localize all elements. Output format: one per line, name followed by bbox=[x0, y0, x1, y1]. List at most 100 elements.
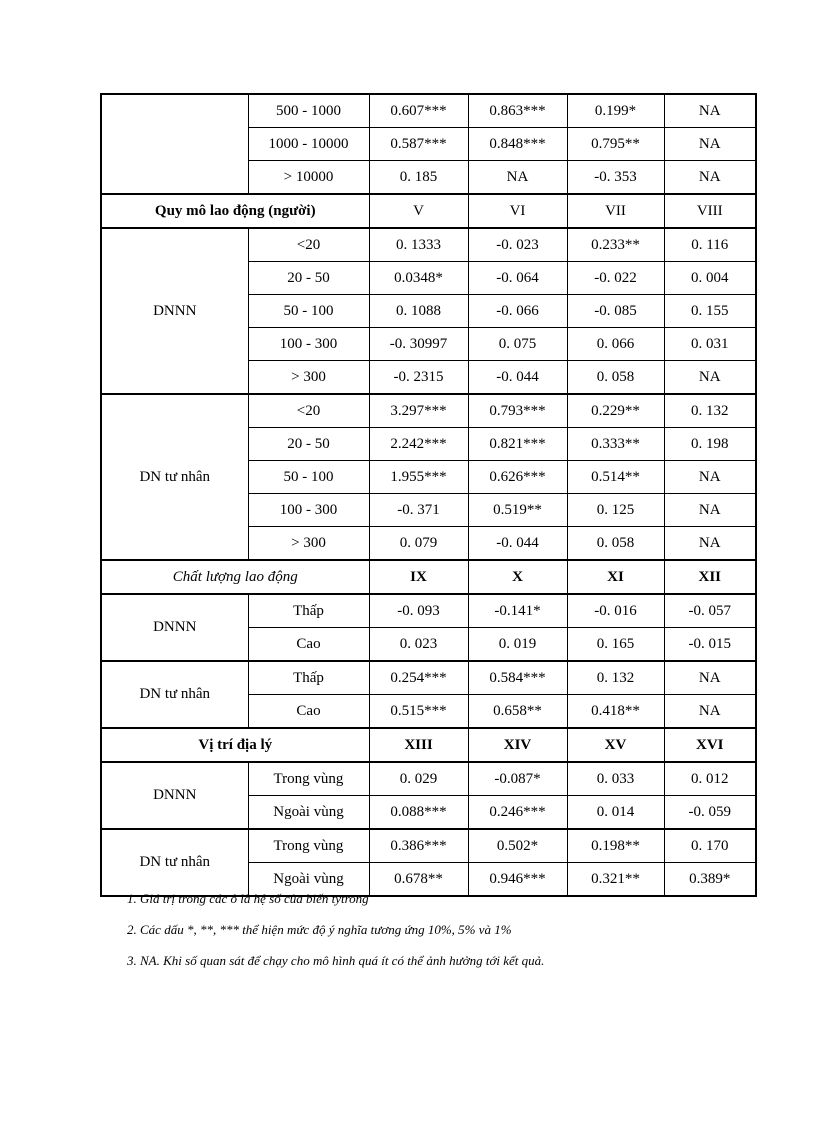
value-cell: 0.233** bbox=[566, 227, 665, 262]
value-cell: 0. 004 bbox=[663, 261, 757, 295]
section-header-row: Quy mô lao động (người) V VI VII VIII bbox=[100, 193, 757, 229]
value-cell: 0.607*** bbox=[368, 93, 469, 128]
value-cell: 0. 079 bbox=[368, 526, 469, 561]
value-cell: NA bbox=[663, 694, 757, 729]
column-header: VII bbox=[566, 193, 665, 229]
results-table: 500 - 1000 0.607*** 0.863*** 0.199* NA 1000 -… bbox=[100, 93, 757, 897]
group-label: DN tư nhân bbox=[100, 828, 249, 897]
value-cell: 0.863*** bbox=[467, 93, 568, 128]
value-cell: 1.955*** bbox=[368, 460, 469, 494]
value-cell: 3.297*** bbox=[368, 393, 469, 428]
row-label: Thấp bbox=[247, 593, 370, 628]
value-cell: 0. 170 bbox=[663, 828, 757, 863]
value-cell: 0.386*** bbox=[368, 828, 469, 863]
value-cell: NA bbox=[663, 526, 757, 561]
table-row: > 10000 0. 185 NA -0. 353 NA bbox=[101, 160, 757, 195]
section-title: Vị trí địa lý bbox=[100, 727, 370, 763]
value-cell: 0. 165 bbox=[566, 627, 665, 662]
value-cell: 0.321** bbox=[566, 862, 665, 897]
table-row: 500 - 1000 0.607*** 0.863*** 0.199* NA bbox=[100, 93, 757, 195]
value-cell: 0. 066 bbox=[566, 327, 665, 361]
table-row: DN tư nhân Trong vùng 0.386*** 0.502* 0.198*… bbox=[100, 828, 757, 897]
value-cell: 2.242*** bbox=[368, 427, 469, 461]
value-cell: 0. 132 bbox=[566, 660, 665, 695]
table-row: 100 - 300 -0. 371 0.519** 0. 125 NA bbox=[101, 493, 757, 527]
row-label: 50 - 100 bbox=[247, 460, 370, 494]
value-cell: NA bbox=[663, 360, 757, 395]
value-cell: 0.389* bbox=[663, 862, 757, 897]
value-cell: NA bbox=[663, 127, 757, 161]
column-header: XVI bbox=[663, 727, 757, 763]
value-cell: -0. 044 bbox=[467, 526, 568, 561]
value-cell: -0.087* bbox=[467, 761, 568, 796]
row-label: 100 - 300 bbox=[247, 327, 370, 361]
row-label: <20 bbox=[247, 227, 370, 262]
value-cell: NA bbox=[663, 93, 757, 128]
value-cell: -0. 059 bbox=[663, 795, 757, 830]
value-cell: 0.502* bbox=[467, 828, 568, 863]
row-label: Trong vùng bbox=[247, 761, 370, 796]
value-cell: 0.515*** bbox=[368, 694, 469, 729]
value-cell: -0. 044 bbox=[467, 360, 568, 395]
row-label: Trong vùng bbox=[247, 828, 370, 863]
value-cell: 0.658** bbox=[467, 694, 568, 729]
value-cell: 0. 125 bbox=[566, 493, 665, 527]
value-cell: 0. 029 bbox=[368, 761, 469, 796]
value-cell: NA bbox=[663, 160, 757, 195]
section-title: Quy mô lao động (người) bbox=[100, 193, 370, 229]
value-cell: -0. 066 bbox=[467, 294, 568, 328]
table-row: Ngoài vùng 0.678** 0.946*** 0.321** 0.389* bbox=[101, 862, 757, 897]
value-cell: 0.0348* bbox=[368, 261, 469, 295]
column-header: XIV bbox=[467, 727, 568, 763]
group-label: DNNN bbox=[100, 593, 249, 662]
value-cell: -0. 015 bbox=[663, 627, 757, 662]
value-cell: 0.519** bbox=[467, 493, 568, 527]
results-table-body: 500 - 1000 0.607*** 0.863*** 0.199* NA 1000 -… bbox=[100, 93, 757, 897]
value-cell: 0. 058 bbox=[566, 526, 665, 561]
value-cell: -0. 023 bbox=[467, 227, 568, 262]
value-cell: 0. 023 bbox=[368, 627, 469, 662]
value-cell: -0. 30997 bbox=[368, 327, 469, 361]
value-cell: NA bbox=[663, 493, 757, 527]
footnotes: 1. Giá trị trong các ô là hệ số của biến… bbox=[127, 892, 747, 985]
table-row: Ngoài vùng 0.088*** 0.246*** 0. 014 -0. 059 bbox=[101, 795, 757, 830]
table-row: DNNN Trong vùng 0. 029 -0.087* 0. 033 0. 012 bbox=[100, 761, 757, 830]
value-cell: 0.088*** bbox=[368, 795, 469, 830]
row-label: > 10000 bbox=[247, 160, 370, 195]
value-cell: 0. 155 bbox=[663, 294, 757, 328]
value-cell: 0. 198 bbox=[663, 427, 757, 461]
row-label: > 300 bbox=[247, 526, 370, 561]
footnote-1: 1. Giá trị trong các ô là hệ số của biến… bbox=[127, 891, 369, 906]
column-header: VIII bbox=[663, 193, 757, 229]
table-row: DN tư nhân <20 3.297*** 0.793*** 0.229** 0. 1… bbox=[100, 393, 757, 561]
column-header: IX bbox=[368, 559, 469, 595]
value-cell: 0.678** bbox=[368, 862, 469, 897]
row-label: Thấp bbox=[247, 660, 370, 695]
row-label: 100 - 300 bbox=[247, 493, 370, 527]
value-cell: 0. 132 bbox=[663, 393, 757, 428]
value-cell: 0. 031 bbox=[663, 327, 757, 361]
value-cell: 0.821*** bbox=[467, 427, 568, 461]
table-row: DN tư nhân Thấp 0.254*** 0.584*** 0. 132 NA bbox=[100, 660, 757, 729]
value-cell: 0. 116 bbox=[663, 227, 757, 262]
value-cell: -0. 016 bbox=[566, 593, 665, 628]
section-header-row: Vị trí địa lý XIII XIV XV XVI bbox=[100, 727, 757, 763]
value-cell: 0. 185 bbox=[368, 160, 469, 195]
row-label: Ngoài vùng bbox=[247, 795, 370, 830]
column-header: XIII bbox=[368, 727, 469, 763]
footnote-3: 3. NA. Khi số quan sát để chạy cho mô hì… bbox=[127, 953, 545, 968]
column-header: XV bbox=[566, 727, 665, 763]
column-header: VI bbox=[467, 193, 568, 229]
section-header-row: Chất lượng lao động IX X XI XII bbox=[100, 559, 757, 595]
value-cell: 0.198** bbox=[566, 828, 665, 863]
value-cell: -0. 064 bbox=[467, 261, 568, 295]
value-cell: 0.514** bbox=[566, 460, 665, 494]
value-cell: -0. 093 bbox=[368, 593, 469, 628]
value-cell: -0. 085 bbox=[566, 294, 665, 328]
table-row: 20 - 50 0.0348* -0. 064 -0. 022 0. 004 bbox=[101, 261, 757, 295]
table-row: DNNN <20 0. 1333 -0. 023 0.233** 0. 116 bbox=[100, 227, 757, 395]
value-cell: 0. 1088 bbox=[368, 294, 469, 328]
row-label: Cao bbox=[247, 627, 370, 662]
row-label: <20 bbox=[247, 393, 370, 428]
